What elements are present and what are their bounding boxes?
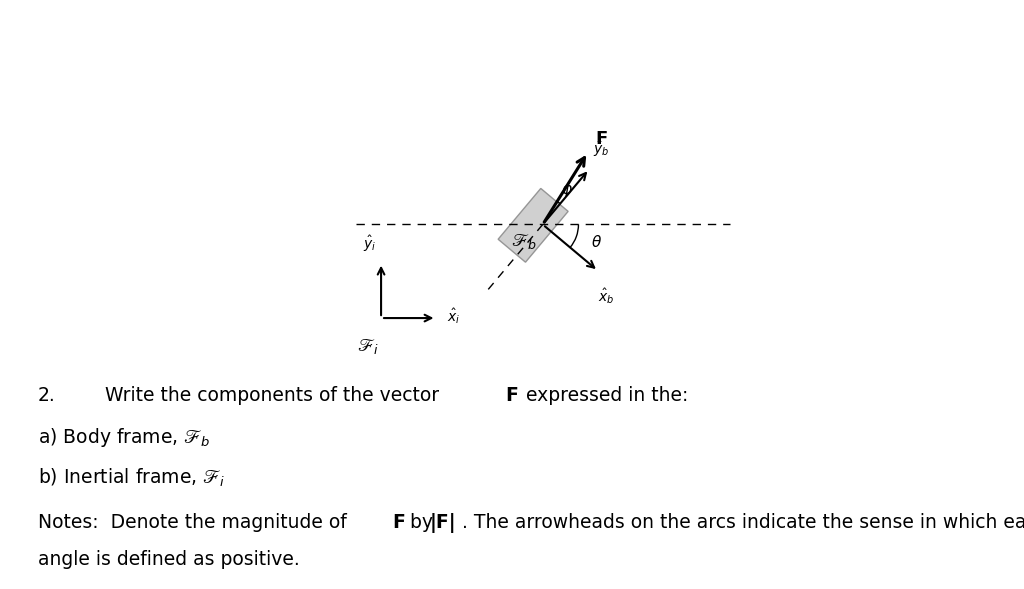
Text: F: F xyxy=(505,386,518,405)
Text: $\hat{x}_b$: $\hat{x}_b$ xyxy=(598,286,614,306)
Text: $\hat{x}_i$: $\hat{x}_i$ xyxy=(446,306,460,326)
Text: b) Inertial frame, $\mathscr{F}_i$: b) Inertial frame, $\mathscr{F}_i$ xyxy=(38,467,225,489)
Text: a) Body frame, $\mathscr{F}_b$: a) Body frame, $\mathscr{F}_b$ xyxy=(38,426,211,449)
Text: angle is defined as positive.: angle is defined as positive. xyxy=(38,550,300,570)
Text: $\mathscr{F}_i$: $\mathscr{F}_i$ xyxy=(357,337,379,356)
Text: 2.: 2. xyxy=(38,386,55,405)
Text: $\mathbf{F}$: $\mathbf{F}$ xyxy=(595,130,607,148)
Text: $\varphi$: $\varphi$ xyxy=(561,183,572,200)
Text: $\theta$: $\theta$ xyxy=(591,234,602,250)
Text: $\hat{y}_b$: $\hat{y}_b$ xyxy=(594,138,610,159)
Text: Notes:  Denote the magnitude of: Notes: Denote the magnitude of xyxy=(38,512,352,532)
Text: F: F xyxy=(392,512,404,532)
Polygon shape xyxy=(498,188,568,262)
Text: by: by xyxy=(404,512,439,532)
Text: $\hat{y}_i$: $\hat{y}_i$ xyxy=(364,234,377,254)
Text: . The arrowheads on the arcs indicate the sense in which each: . The arrowheads on the arcs indicate th… xyxy=(462,512,1024,532)
Text: |F|: |F| xyxy=(430,512,457,532)
Text: expressed in the:: expressed in the: xyxy=(520,386,688,405)
Text: $\mathscr{F}_b$: $\mathscr{F}_b$ xyxy=(511,232,537,251)
Text: Write the components of the vector: Write the components of the vector xyxy=(105,386,445,405)
